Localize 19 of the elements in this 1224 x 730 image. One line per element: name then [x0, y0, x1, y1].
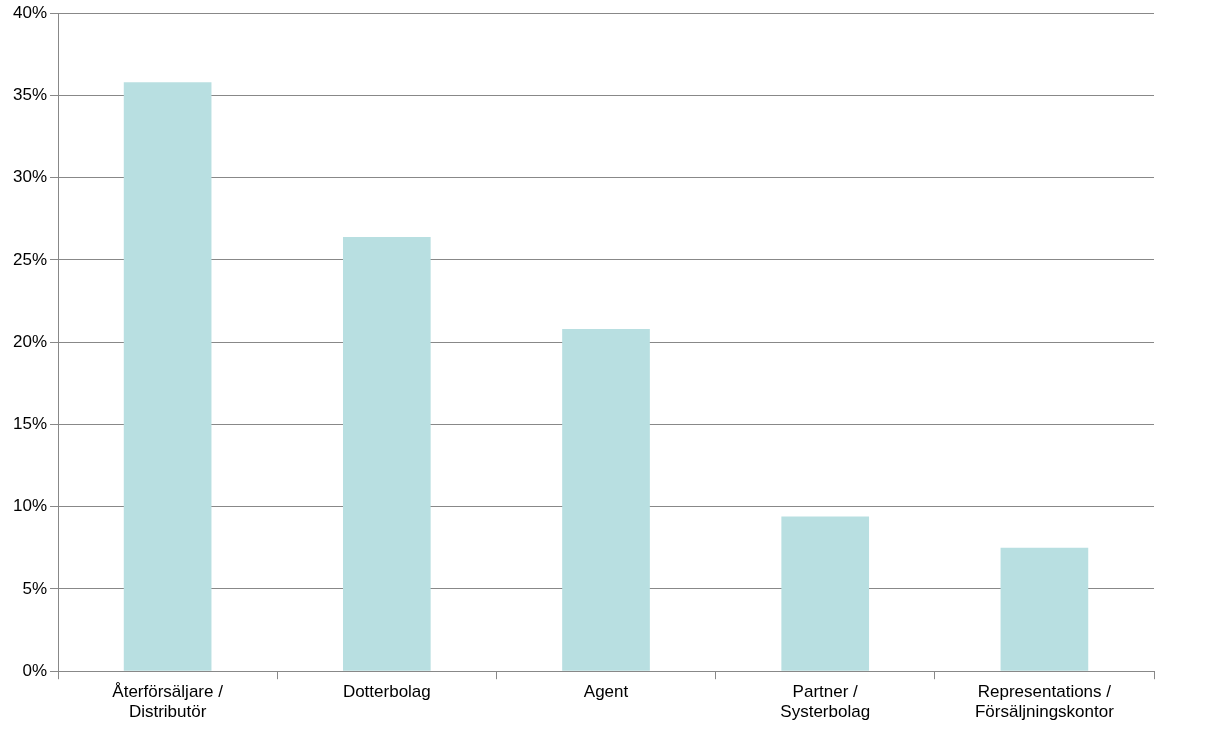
x-tick-label: Återförsäljare / Distributör — [112, 682, 224, 722]
y-tick-label: 35% — [12, 85, 48, 105]
y-tick-label: 30% — [12, 167, 48, 187]
y-tick-label: 10% — [12, 496, 48, 516]
bar — [1000, 547, 1089, 671]
x-tick-label: Representations / Försäljningskontor — [974, 682, 1115, 722]
bar — [562, 329, 650, 671]
y-tick-label: 20% — [12, 331, 48, 351]
y-tick-label: 25% — [12, 249, 48, 269]
y-tick-label: 15% — [12, 414, 48, 434]
y-tick-label: 5% — [22, 578, 48, 598]
x-tick-label: Dotterbolag — [342, 682, 431, 702]
bar — [123, 82, 212, 671]
y-tick-label: 0% — [22, 660, 48, 680]
bar — [342, 236, 431, 671]
y-tick-label: 40% — [12, 2, 48, 22]
bar — [781, 516, 870, 671]
x-tick-label: Partner / Systerbolag — [780, 682, 871, 722]
x-tick-label: Agent — [583, 682, 629, 702]
